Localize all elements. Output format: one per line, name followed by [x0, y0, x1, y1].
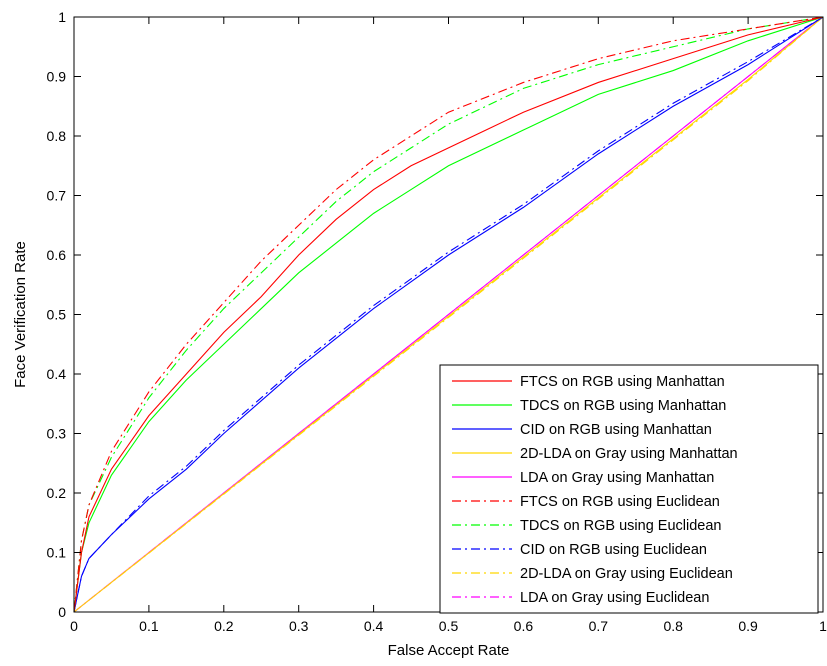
- axis-tick-labels: 0 0.1 0.2 0.3 0.4 0.5 0.6 0.7 0.8 0.9 1 0 0.1 0.2 0.3 0…: [47, 9, 827, 634]
- legend-label: 2D-LDA on Gray using Manhattan: [520, 446, 738, 462]
- legend-label: FTCS on RGB using Euclidean: [520, 494, 720, 510]
- legend-label: CID on RGB using Euclidean: [520, 542, 707, 558]
- y-tick-label: 0.5: [47, 307, 67, 323]
- legend-label: LDA on Gray using Manhattan: [520, 470, 714, 486]
- legend-label: 2D-LDA on Gray using Euclidean: [520, 566, 733, 582]
- x-tick-label: 0.1: [139, 618, 159, 634]
- series-line-6: [73, 16, 824, 613]
- x-tick-label: 0.8: [663, 618, 683, 634]
- x-tick-label: 0.3: [289, 618, 309, 634]
- legend: FTCS on RGB using Manhattan TDCS on RGB u…: [439, 364, 819, 614]
- y-tick-label: 0.1: [47, 545, 67, 561]
- y-tick-label: 0.7: [47, 188, 67, 204]
- x-tick-label: 0: [70, 618, 78, 634]
- x-tick-label: 0.2: [214, 618, 234, 634]
- series-line-2: [73, 16, 824, 613]
- y-tick-label: 0.6: [47, 247, 67, 263]
- x-tick-label: 0.6: [514, 618, 534, 634]
- y-tick-label: 0.4: [47, 366, 67, 382]
- legend-box: [439, 364, 819, 614]
- x-tick-label: 0.9: [738, 618, 758, 634]
- legend-label: LDA on Gray using Euclidean: [520, 590, 709, 606]
- series-line-4: [73, 16, 824, 613]
- y-tick-label: 0: [58, 604, 66, 620]
- y-tick-label: 0.8: [47, 128, 67, 144]
- legend-label: TDCS on RGB using Euclidean: [520, 518, 722, 534]
- y-axis-title: Face Verification Rate: [12, 241, 29, 388]
- x-tick-label: 0.7: [589, 618, 609, 634]
- series-line-1: [73, 16, 824, 613]
- x-axis-title: False Accept Rate: [388, 642, 510, 659]
- legend-label: CID on RGB using Manhattan: [520, 422, 712, 438]
- y-tick-label: 0.2: [47, 485, 67, 501]
- series-line-7: [73, 16, 824, 613]
- x-tick-label: 1: [819, 618, 827, 634]
- x-tick-label: 0.5: [439, 618, 459, 634]
- y-tick-label: 0.3: [47, 426, 67, 442]
- series-line-3: [73, 16, 824, 613]
- plot-lines: [73, 16, 824, 613]
- legend-label: TDCS on RGB using Manhattan: [520, 398, 726, 414]
- y-tick-label: 1: [58, 9, 66, 25]
- x-tick-label: 0.4: [364, 618, 384, 634]
- y-tick-label: 0.9: [47, 69, 67, 85]
- legend-label: FTCS on RGB using Manhattan: [520, 374, 725, 390]
